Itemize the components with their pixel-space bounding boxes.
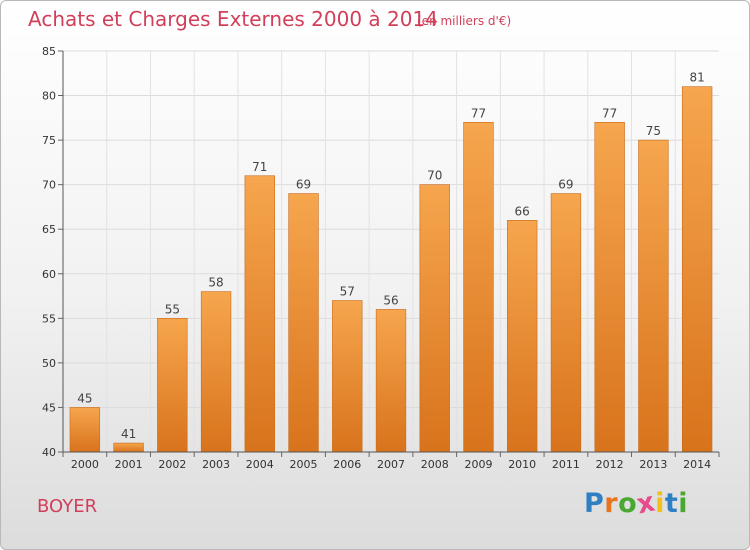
y-tick-label: 75 bbox=[42, 134, 56, 147]
brand-letter: r bbox=[604, 488, 619, 519]
brand-letter: o bbox=[618, 488, 638, 519]
chart-title: Achats et Charges Externes 2000 à 2014 bbox=[28, 7, 438, 31]
bar-2006 bbox=[332, 300, 363, 453]
y-tick-label: 80 bbox=[42, 90, 56, 103]
x-tick-label-2008: 2008 bbox=[421, 458, 449, 471]
brand-letter: i bbox=[655, 488, 665, 519]
value-label-2010: 66 bbox=[515, 204, 530, 218]
x-tick-label-2009: 2009 bbox=[464, 458, 492, 471]
y-tick-label: 50 bbox=[42, 357, 56, 370]
y-tick-label: 40 bbox=[42, 446, 56, 459]
value-label-2012: 77 bbox=[602, 106, 617, 120]
y-tick-label: 65 bbox=[42, 223, 56, 236]
bar-2011 bbox=[550, 193, 582, 453]
x-tick-label-2002: 2002 bbox=[158, 458, 186, 471]
value-label-2004: 71 bbox=[252, 160, 267, 174]
x-tick-label-2003: 2003 bbox=[202, 458, 230, 471]
x-tick-label-2013: 2013 bbox=[639, 458, 667, 471]
value-label-2008: 70 bbox=[427, 169, 442, 183]
value-label-2011: 69 bbox=[558, 178, 573, 192]
bar-2004 bbox=[244, 175, 275, 453]
bar-2008 bbox=[419, 184, 450, 453]
y-tick-label: 85 bbox=[42, 45, 56, 58]
bar-2012 bbox=[594, 121, 625, 453]
bar-2000 bbox=[69, 407, 101, 453]
bar-2014 bbox=[681, 86, 713, 453]
bar-2007 bbox=[375, 309, 407, 453]
x-tick-label-2004: 2004 bbox=[246, 458, 274, 471]
x-tick-label-2011: 2011 bbox=[552, 458, 580, 471]
y-tick-label: 70 bbox=[42, 179, 56, 192]
brand-letter: t bbox=[664, 488, 679, 519]
bar-2009 bbox=[463, 121, 494, 453]
brand-letter: i bbox=[678, 488, 689, 519]
value-label-2007: 56 bbox=[383, 293, 398, 307]
brand-letter: P bbox=[584, 488, 605, 519]
y-tick-label: 45 bbox=[42, 401, 56, 414]
value-label-2003: 58 bbox=[208, 276, 223, 290]
y-tick-label: 55 bbox=[42, 312, 56, 325]
x-tick-label-2006: 2006 bbox=[333, 458, 361, 471]
x-tick-label-2012: 2012 bbox=[596, 458, 624, 471]
x-tick-label-2010: 2010 bbox=[508, 458, 536, 471]
y-tick-label: 60 bbox=[42, 268, 56, 281]
bar-2001 bbox=[113, 442, 144, 453]
value-label-2001: 41 bbox=[121, 427, 136, 441]
chart-subtitle: (en milliers d'€) bbox=[417, 14, 512, 28]
x-tick-label-2005: 2005 bbox=[290, 458, 318, 471]
proxiti-logo: Proxiti bbox=[584, 486, 689, 520]
value-label-2013: 75 bbox=[646, 124, 661, 138]
x-tick-label-2007: 2007 bbox=[377, 458, 405, 471]
value-label-2006: 57 bbox=[340, 285, 355, 299]
x-tick-label-2001: 2001 bbox=[115, 458, 143, 471]
x-tick-label-2000: 2000 bbox=[71, 458, 99, 471]
commune-name: BOYER bbox=[37, 496, 98, 517]
bar-2002 bbox=[157, 318, 188, 453]
value-label-2002: 55 bbox=[165, 302, 180, 316]
value-label-2009: 77 bbox=[471, 106, 486, 120]
bar-2013 bbox=[638, 139, 669, 453]
value-label-2014: 81 bbox=[689, 71, 704, 85]
value-label-2000: 45 bbox=[77, 391, 92, 405]
bar-2005 bbox=[288, 193, 319, 453]
value-label-2005: 69 bbox=[296, 178, 311, 192]
x-tick-label-2014: 2014 bbox=[683, 458, 711, 471]
bar-2003 bbox=[200, 291, 232, 453]
bar-2010 bbox=[507, 220, 538, 453]
